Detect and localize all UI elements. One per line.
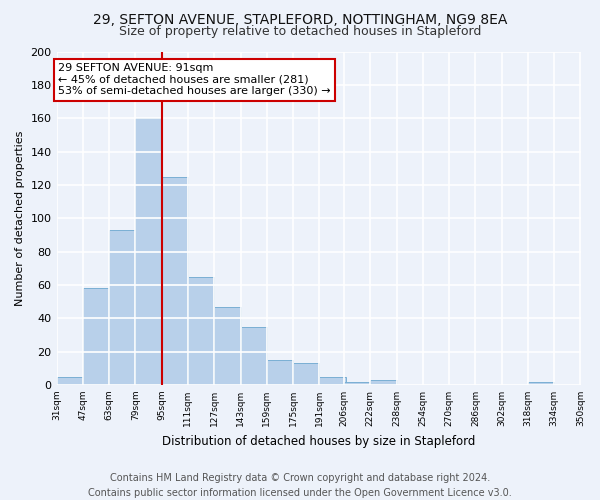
Bar: [136, 118, 161, 385]
Bar: [241, 326, 267, 385]
Text: Size of property relative to detached houses in Stapleford: Size of property relative to detached ho…: [119, 25, 481, 38]
Text: 29 SEFTON AVENUE: 91sqm
← 45% of detached houses are smaller (281)
53% of semi-d: 29 SEFTON AVENUE: 91sqm ← 45% of detache…: [58, 63, 331, 96]
Y-axis label: Number of detached properties: Number of detached properties: [15, 130, 25, 306]
Bar: [214, 306, 241, 385]
Bar: [56, 376, 83, 385]
Text: 29, SEFTON AVENUE, STAPLEFORD, NOTTINGHAM, NG9 8EA: 29, SEFTON AVENUE, STAPLEFORD, NOTTINGHA…: [93, 12, 507, 26]
Bar: [161, 176, 188, 385]
Bar: [83, 288, 109, 385]
Bar: [319, 376, 346, 385]
Bar: [267, 360, 293, 385]
Bar: [370, 380, 397, 385]
Bar: [109, 230, 136, 385]
Bar: [344, 382, 370, 385]
Bar: [528, 382, 554, 385]
Bar: [293, 364, 319, 385]
Bar: [188, 276, 214, 385]
Text: Contains HM Land Registry data © Crown copyright and database right 2024.
Contai: Contains HM Land Registry data © Crown c…: [88, 472, 512, 498]
X-axis label: Distribution of detached houses by size in Stapleford: Distribution of detached houses by size …: [162, 434, 475, 448]
